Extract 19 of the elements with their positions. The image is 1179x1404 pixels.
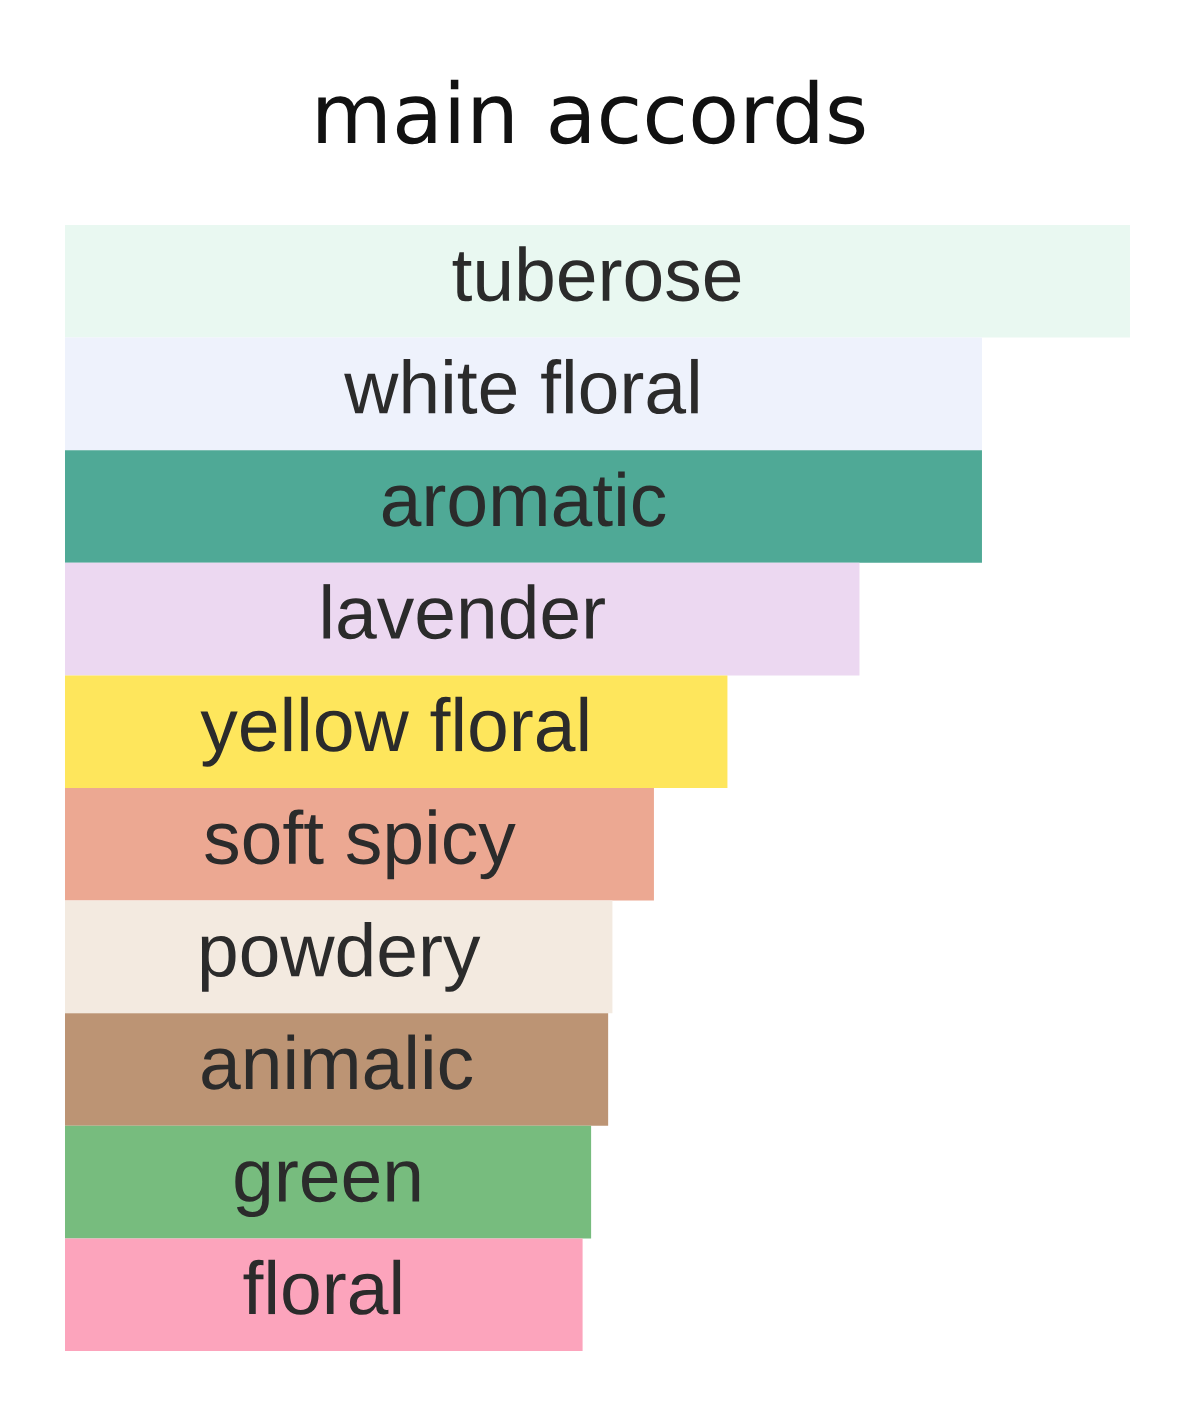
- y-tick-label: tuberose: [452, 246, 741, 302]
- y-tick-label: yellow floral: [200, 696, 588, 767]
- bar: [65, 900, 613, 1014]
- bar: [65, 562, 860, 676]
- y-tick-label: animalic: [202, 1034, 473, 1090]
- bar: [65, 1238, 583, 1351]
- bar: [65, 788, 654, 901]
- y-tick-label: green: [235, 1161, 420, 1218]
- bar: [65, 1125, 592, 1239]
- y-tick-label: aromatic: [382, 471, 666, 527]
- y-tick-label: white floral: [344, 358, 698, 415]
- y-tick-label: floral: [243, 1259, 401, 1315]
- bar: [65, 1013, 609, 1126]
- y-tick-label: powdery: [201, 921, 481, 992]
- chart-title: main accords: [318, 79, 865, 145]
- y-tick-label: soft spicy: [205, 809, 516, 880]
- y-tick-label: lavender: [323, 584, 605, 640]
- bar: [65, 450, 982, 563]
- bar: [65, 675, 728, 788]
